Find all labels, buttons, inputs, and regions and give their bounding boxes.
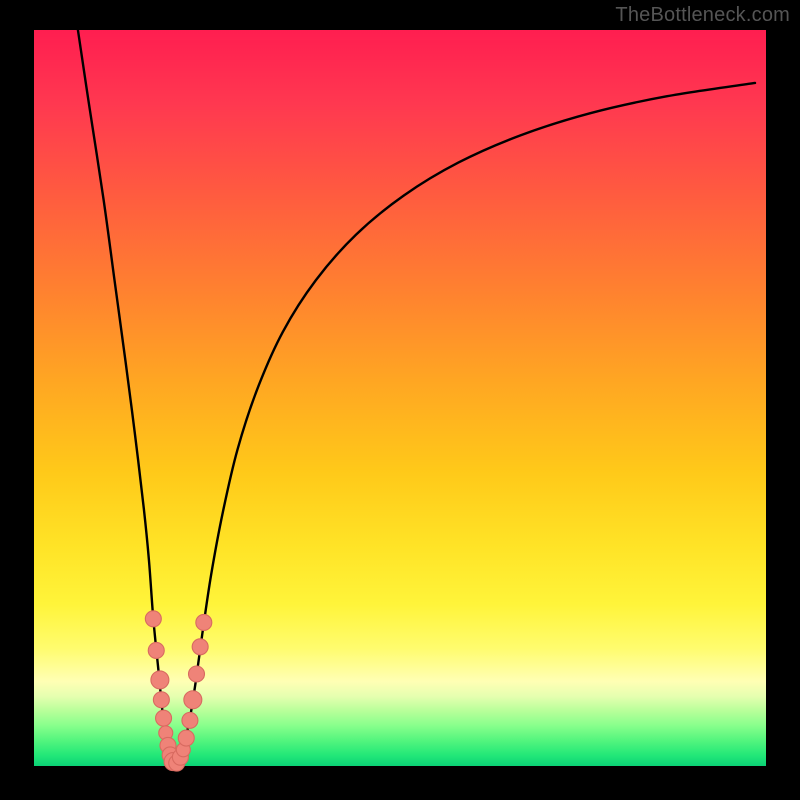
marker-dot	[182, 712, 198, 728]
marker-dot	[153, 692, 169, 708]
marker-dot	[151, 671, 169, 689]
marker-dot	[184, 691, 202, 709]
marker-dot	[178, 730, 194, 746]
marker-dot	[148, 642, 164, 658]
watermark-text: TheBottleneck.com	[615, 4, 790, 27]
marker-dot	[156, 710, 172, 726]
marker-dot	[196, 614, 212, 630]
marker-dot	[189, 666, 205, 682]
marker-dot	[145, 611, 161, 627]
chart-stage: TheBottleneck.com	[0, 0, 800, 800]
plot-background	[34, 30, 766, 766]
chart-svg	[0, 0, 800, 800]
marker-dot	[192, 639, 208, 655]
